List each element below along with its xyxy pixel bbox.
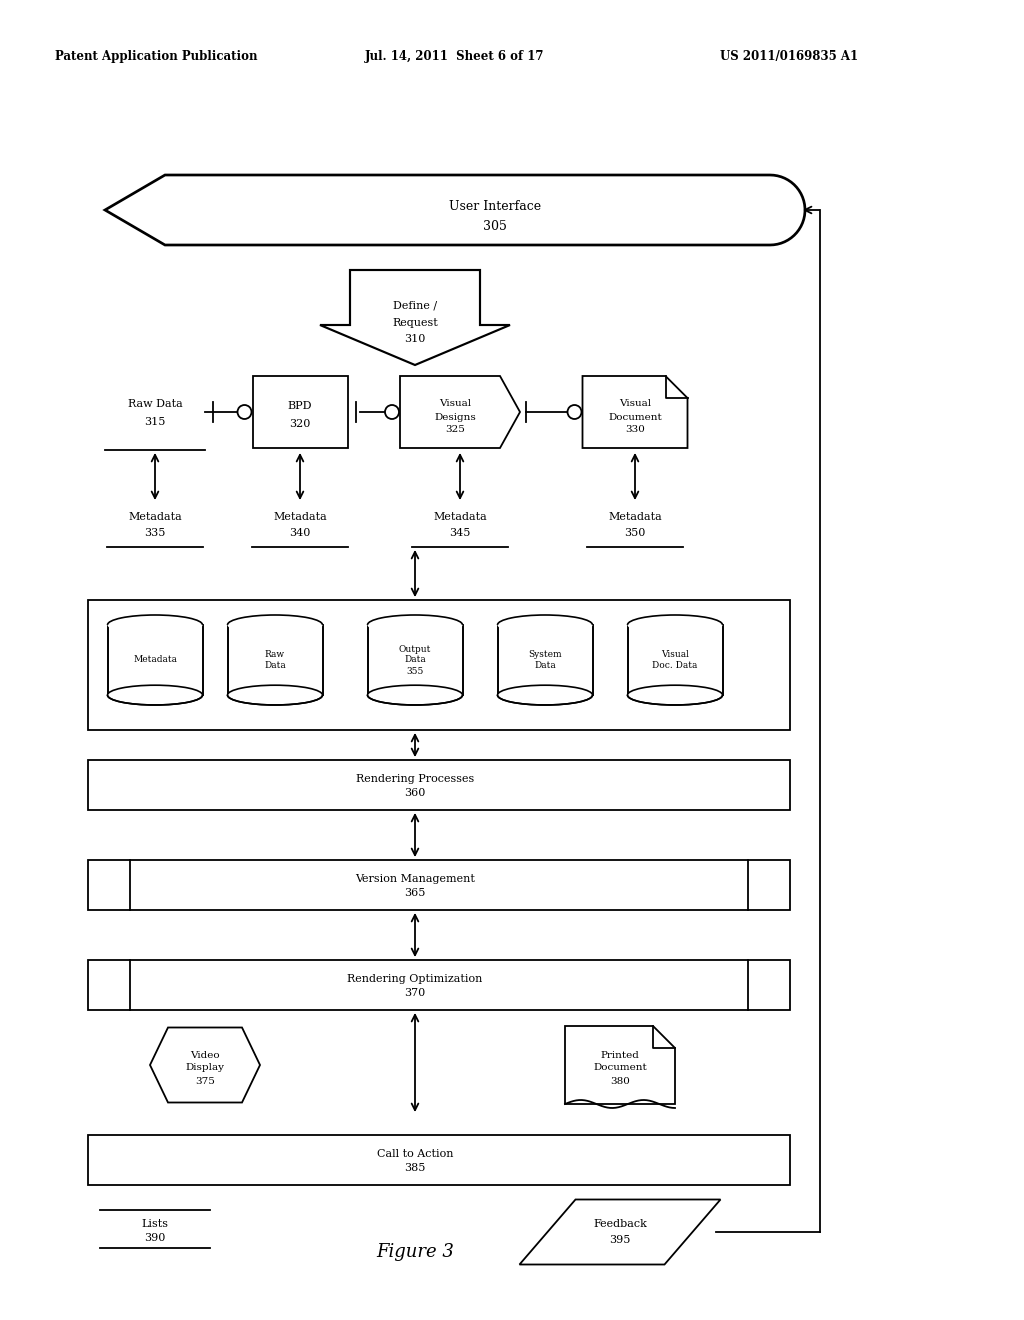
Text: 340: 340 bbox=[290, 528, 310, 539]
Text: Metadata: Metadata bbox=[433, 512, 486, 521]
Text: Printed: Printed bbox=[600, 1051, 639, 1060]
Bar bbox=[88, 760, 790, 810]
Text: 310: 310 bbox=[404, 334, 426, 345]
Text: System: System bbox=[528, 649, 562, 659]
Text: Request: Request bbox=[392, 318, 438, 327]
Text: Data: Data bbox=[535, 661, 556, 671]
Text: 320: 320 bbox=[290, 418, 310, 429]
Text: 305: 305 bbox=[483, 219, 507, 232]
Text: 345: 345 bbox=[450, 528, 471, 539]
Text: Metadata: Metadata bbox=[608, 512, 662, 521]
Circle shape bbox=[567, 405, 582, 418]
Text: Display: Display bbox=[185, 1064, 224, 1072]
Text: US 2011/0169835 A1: US 2011/0169835 A1 bbox=[720, 50, 858, 63]
Text: Visual: Visual bbox=[439, 400, 471, 408]
Text: Call to Action: Call to Action bbox=[377, 1148, 454, 1159]
Text: Document: Document bbox=[593, 1064, 647, 1072]
Ellipse shape bbox=[498, 615, 593, 635]
Bar bbox=[88, 601, 790, 730]
Text: 395: 395 bbox=[609, 1236, 631, 1245]
Text: Data: Data bbox=[264, 661, 286, 671]
Polygon shape bbox=[150, 1027, 260, 1102]
Text: Metadata: Metadata bbox=[273, 512, 327, 521]
Text: Video: Video bbox=[190, 1051, 220, 1060]
Bar bbox=[368, 624, 463, 696]
Ellipse shape bbox=[227, 685, 323, 705]
Polygon shape bbox=[105, 176, 805, 246]
Text: Raw: Raw bbox=[265, 649, 285, 659]
Text: Visual: Visual bbox=[662, 649, 689, 659]
Text: 335: 335 bbox=[144, 528, 166, 539]
Text: 370: 370 bbox=[404, 987, 426, 998]
Bar bbox=[253, 376, 347, 447]
Text: 350: 350 bbox=[625, 528, 646, 539]
Text: Designs: Designs bbox=[434, 412, 476, 421]
Bar bbox=[628, 624, 723, 696]
Polygon shape bbox=[519, 1200, 721, 1265]
Text: Patent Application Publication: Patent Application Publication bbox=[55, 50, 257, 63]
Ellipse shape bbox=[108, 685, 203, 705]
Text: 365: 365 bbox=[404, 888, 426, 898]
Text: Output: Output bbox=[398, 644, 431, 653]
Text: Data: Data bbox=[404, 656, 426, 664]
Text: 315: 315 bbox=[144, 417, 166, 426]
Text: 390: 390 bbox=[144, 1233, 166, 1243]
Text: Doc. Data: Doc. Data bbox=[652, 661, 697, 671]
Text: 375: 375 bbox=[195, 1077, 215, 1085]
Bar bbox=[498, 624, 593, 696]
Text: 380: 380 bbox=[610, 1077, 630, 1085]
Text: Define /: Define / bbox=[393, 301, 437, 310]
Text: Rendering Optimization: Rendering Optimization bbox=[347, 974, 482, 983]
Polygon shape bbox=[400, 376, 520, 447]
Ellipse shape bbox=[368, 615, 463, 635]
Ellipse shape bbox=[628, 685, 723, 705]
Bar bbox=[88, 960, 790, 1010]
Ellipse shape bbox=[368, 685, 463, 705]
Text: Jul. 14, 2011  Sheet 6 of 17: Jul. 14, 2011 Sheet 6 of 17 bbox=[365, 50, 545, 63]
Circle shape bbox=[238, 405, 252, 418]
Text: Document: Document bbox=[608, 412, 662, 421]
Text: 355: 355 bbox=[407, 667, 424, 676]
Text: BPD: BPD bbox=[288, 401, 312, 411]
Text: Visual: Visual bbox=[618, 400, 651, 408]
Text: 385: 385 bbox=[404, 1163, 426, 1173]
Bar bbox=[88, 1135, 790, 1185]
Bar bbox=[88, 861, 790, 909]
Text: Version Management: Version Management bbox=[355, 874, 475, 884]
Text: 360: 360 bbox=[404, 788, 426, 799]
Circle shape bbox=[385, 405, 399, 418]
Text: 330: 330 bbox=[625, 425, 645, 434]
Polygon shape bbox=[319, 271, 510, 366]
Polygon shape bbox=[583, 376, 687, 447]
Text: Rendering Processes: Rendering Processes bbox=[356, 774, 474, 784]
Text: User Interface: User Interface bbox=[449, 199, 541, 213]
Text: Metadata: Metadata bbox=[133, 656, 177, 664]
Ellipse shape bbox=[628, 615, 723, 635]
Ellipse shape bbox=[498, 685, 593, 705]
Text: Figure 3: Figure 3 bbox=[376, 1243, 454, 1261]
Bar bbox=[108, 624, 203, 696]
Text: Lists: Lists bbox=[141, 1218, 169, 1229]
Ellipse shape bbox=[108, 615, 203, 635]
Polygon shape bbox=[565, 1026, 675, 1104]
Text: Raw Data: Raw Data bbox=[128, 399, 182, 409]
Bar bbox=[227, 624, 323, 696]
Text: Feedback: Feedback bbox=[593, 1218, 647, 1229]
Text: Metadata: Metadata bbox=[128, 512, 182, 521]
Ellipse shape bbox=[227, 615, 323, 635]
Text: 325: 325 bbox=[445, 425, 465, 434]
